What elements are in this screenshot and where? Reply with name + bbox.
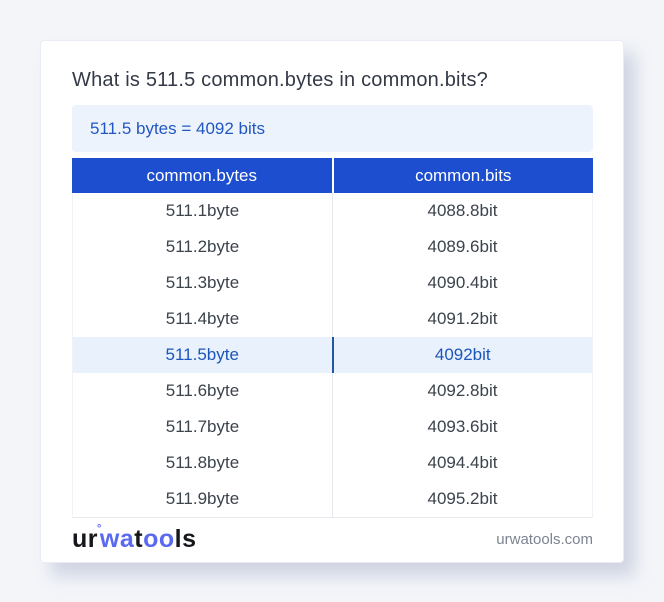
table-row: 511.7byte 4093.6bit: [73, 409, 592, 445]
logo-part-dark: t: [134, 525, 144, 553]
table-header-bits: common.bits: [415, 165, 512, 185]
table-row-highlighted: 511.5byte 4092bit: [73, 337, 592, 373]
table-body: 511.1byte 4088.8bit 511.2byte 4089.6bit 511.…: [72, 193, 593, 518]
bits-cell: 4094.4bit: [427, 453, 498, 472]
table-header-bytes: common.bytes: [72, 158, 334, 193]
bytes-cell: 511.5byte: [73, 337, 334, 373]
site-domain-text: urwatools.com: [496, 530, 593, 548]
bits-cell: 4092bit: [434, 345, 491, 364]
table-row: 511.6byte 4092.8bit: [73, 373, 592, 409]
bytes-cell: 511.9byte: [73, 481, 333, 517]
table-header-row: common.bytes common.bits: [72, 158, 593, 193]
bits-cell: 4095.2bit: [427, 489, 498, 508]
bits-cell: 4091.2bit: [427, 309, 498, 328]
conversion-table: common.bytes common.bits 511.1byte 4088.8…: [72, 158, 593, 518]
bytes-cell: 511.7byte: [73, 409, 333, 445]
answer-text: 511.5 bytes = 4092 bits: [90, 118, 266, 138]
bytes-cell: 511.1byte: [73, 193, 333, 229]
logo-part-accent: wa: [99, 525, 135, 553]
table-row: 511.4byte 4091.2bit: [73, 301, 592, 337]
bits-cell: 4092.8bit: [427, 381, 498, 400]
card-footer: ur°watools urwatools.com: [72, 523, 593, 554]
bits-cell: 4090.4bit: [427, 273, 498, 292]
bytes-cell: 511.2byte: [73, 229, 333, 265]
logo-part-accent: oo: [143, 525, 175, 553]
table-row: 511.8byte 4094.4bit: [73, 445, 592, 481]
bits-cell: 4089.6bit: [427, 237, 498, 256]
page-title: What is 511.5 common.bytes in common.bit…: [72, 69, 488, 91]
table-row: 511.3byte 4090.4bit: [73, 265, 592, 301]
bytes-cell: 511.4byte: [73, 301, 333, 337]
bits-cell: 4093.6bit: [427, 417, 498, 436]
logo-degree-mark: °: [97, 523, 102, 535]
urwatools-logo[interactable]: ur°watools: [72, 523, 197, 554]
bytes-cell: 511.6byte: [73, 373, 333, 409]
bytes-cell: 511.8byte: [73, 445, 333, 481]
bytes-cell: 511.3byte: [73, 265, 333, 301]
table-row: 511.9byte 4095.2bit: [73, 481, 592, 517]
answer-box: 511.5 bytes = 4092 bits: [72, 105, 593, 152]
table-row: 511.2byte 4089.6bit: [73, 229, 592, 265]
logo-part-dark: ur: [72, 525, 98, 553]
bits-cell: 4088.8bit: [427, 201, 498, 220]
converter-card: What is 511.5 common.bytes in common.bit…: [40, 40, 624, 563]
logo-part-dark: ls: [174, 525, 197, 553]
table-row: 511.1byte 4088.8bit: [73, 193, 592, 229]
